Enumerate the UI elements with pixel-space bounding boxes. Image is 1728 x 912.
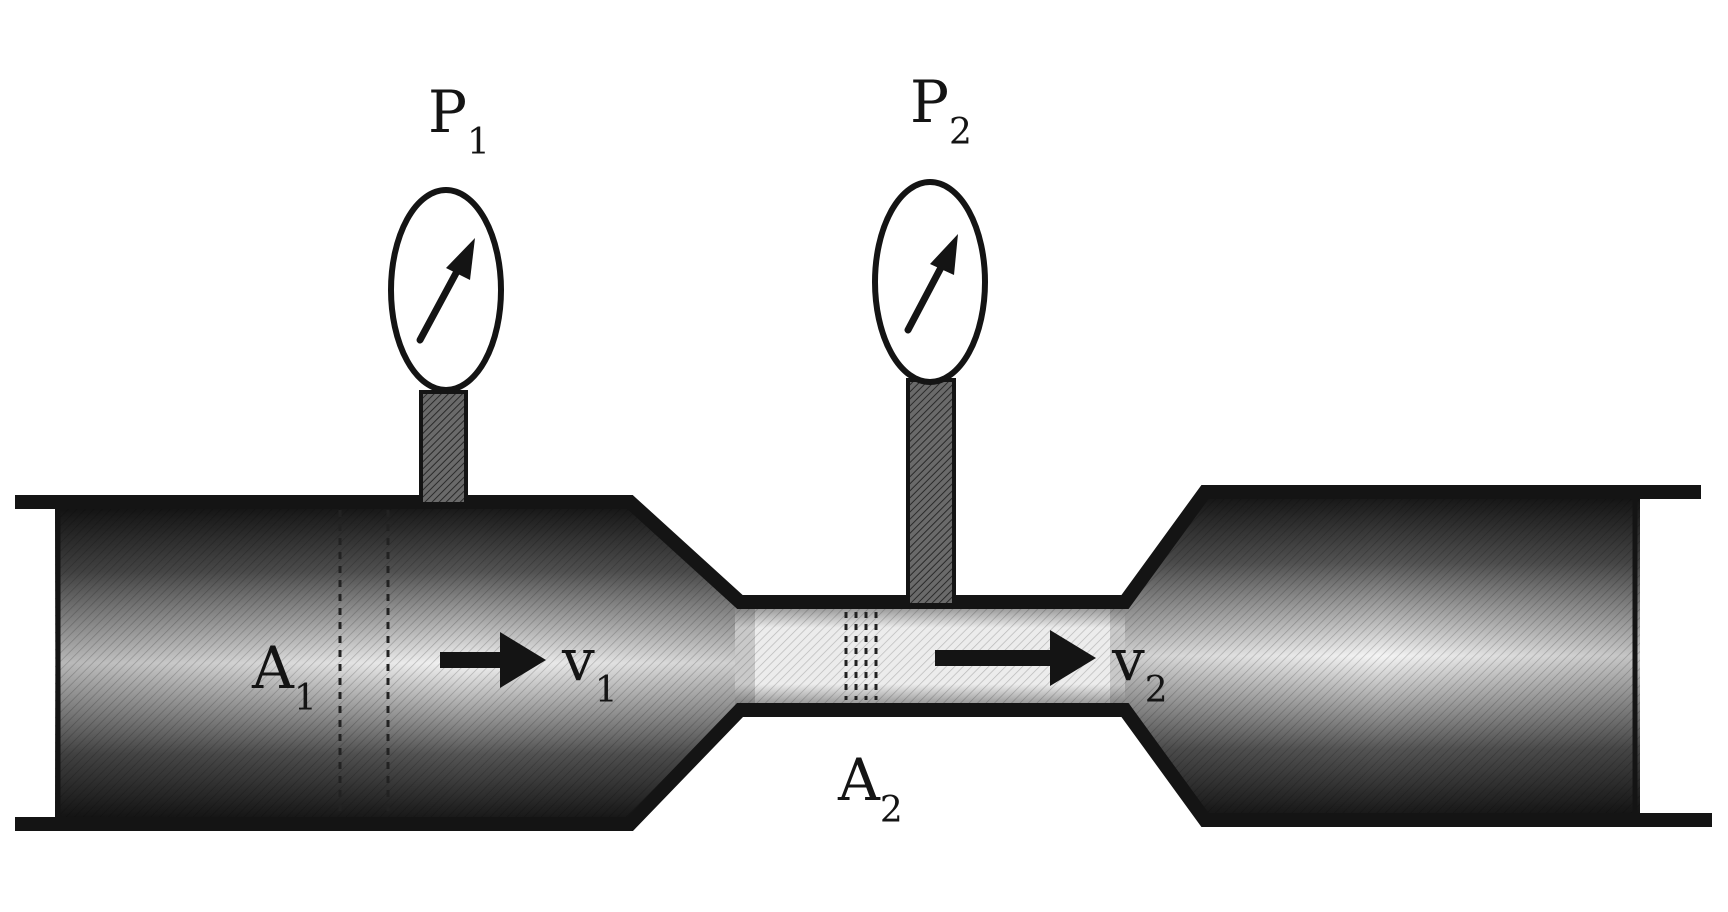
flow-arrow-2-icon xyxy=(935,630,1096,686)
label-p1: P1 xyxy=(428,78,490,163)
pressure-gauge-1 xyxy=(388,187,504,506)
label-v1: v1 xyxy=(561,626,618,711)
label-a1: A1 xyxy=(251,634,317,719)
bottom-wall xyxy=(15,703,1712,831)
label-a2: A2 xyxy=(837,746,903,831)
gauge-stem-2 xyxy=(906,378,956,607)
flow-arrow-1-icon xyxy=(440,632,546,688)
gauge-needle-1-icon xyxy=(416,238,475,344)
label-p2: P2 xyxy=(910,68,972,153)
section-a2-marker xyxy=(844,612,878,700)
gauge-needle-2-icon xyxy=(904,234,958,334)
gauge-stem-1 xyxy=(419,390,468,506)
section-a1-marker xyxy=(338,510,390,815)
pressure-gauge-2 xyxy=(872,179,988,607)
label-v2: v2 xyxy=(1111,626,1168,711)
